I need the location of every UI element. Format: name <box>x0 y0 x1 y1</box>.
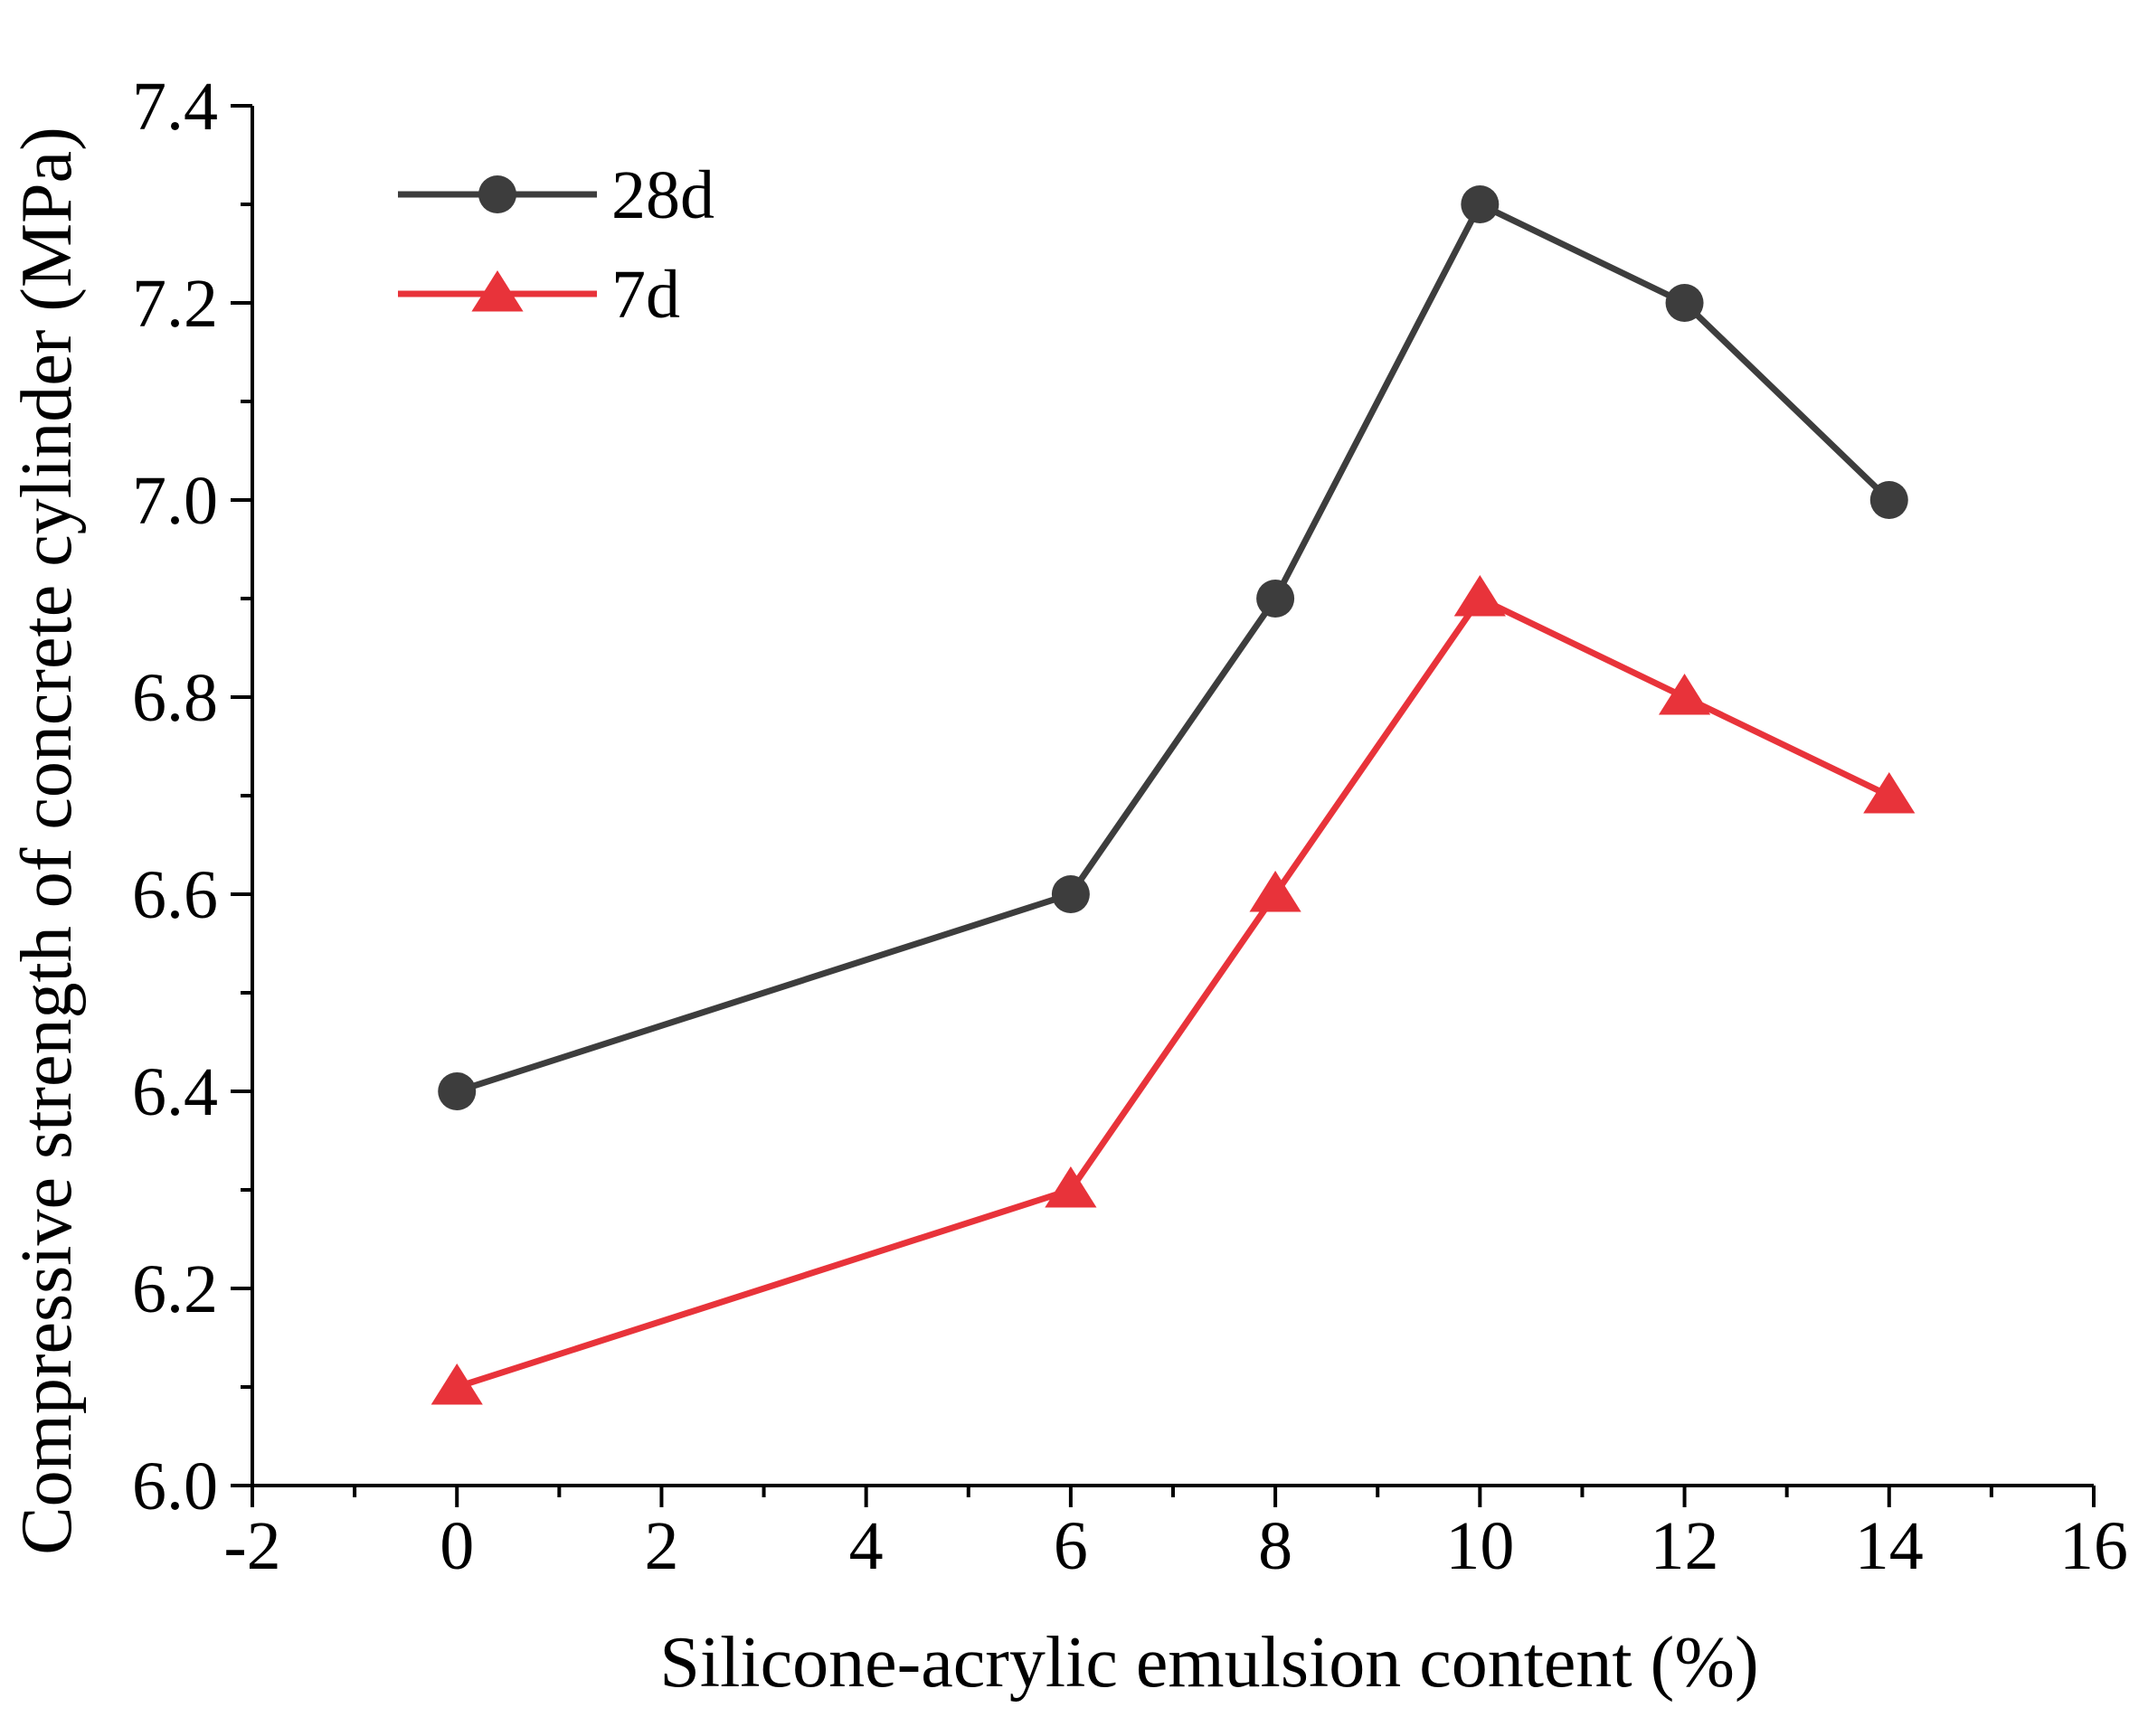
data-point-28d <box>1256 580 1295 618</box>
data-point-7d <box>1863 772 1916 814</box>
data-point-7d <box>1045 1166 1097 1208</box>
series-line-7d <box>456 595 1891 1391</box>
data-point-7d <box>1453 575 1506 617</box>
y-tick-label: 7.4 <box>132 69 218 145</box>
y-tick-label: 6.8 <box>132 660 218 736</box>
series-7d <box>431 575 1916 1405</box>
y-axis-ticks: 6.0 6.2 6.4 6.6 6.8 7.0 7.2 7.4 <box>132 69 252 1524</box>
x-tick-label: 2 <box>644 1508 678 1584</box>
x-tick-label: 14 <box>1855 1508 1924 1584</box>
series-layer <box>431 185 1916 1405</box>
x-tick-label: 12 <box>1651 1508 1719 1584</box>
x-tick-label: 6 <box>1054 1508 1088 1584</box>
y-axis-title: Compressive strength of concrete cylinde… <box>7 127 87 1555</box>
legend-marker-7d <box>471 270 524 312</box>
series-line-28d <box>456 201 1892 1095</box>
legend-item-28d: 28d <box>398 157 714 233</box>
y-tick-label: 6.4 <box>132 1054 218 1130</box>
x-axis-title: Silicone-acrylic emulsion content (%) <box>659 1623 1758 1703</box>
x-tick-label: 8 <box>1258 1508 1292 1584</box>
data-point-28d <box>1869 481 1908 519</box>
y-tick-label: 7.0 <box>132 463 218 539</box>
legend-label-7d: 7d <box>611 257 680 333</box>
legend-item-7d: 7d <box>398 257 680 333</box>
x-tick-label: 4 <box>849 1508 884 1584</box>
legend-label-28d: 28d <box>611 157 714 233</box>
x-tick-label: -2 <box>223 1508 280 1584</box>
y-tick-label: 6.0 <box>132 1448 218 1524</box>
data-point-7d <box>1249 871 1301 912</box>
data-point-28d <box>438 1072 477 1110</box>
y-tick-label: 6.6 <box>132 857 218 933</box>
x-tick-label: 10 <box>1445 1508 1514 1584</box>
data-point-28d <box>1051 875 1090 913</box>
data-point-7d <box>1658 674 1711 715</box>
axes <box>251 106 2094 1487</box>
x-axis-ticks: -2 0 2 4 6 8 10 12 14 16 <box>223 1486 2128 1584</box>
x-tick-label: 16 <box>2059 1508 2128 1584</box>
y-tick-label: 7.2 <box>132 266 218 342</box>
data-point-28d <box>1665 284 1704 322</box>
data-point-7d <box>431 1363 483 1405</box>
data-point-28d <box>1461 185 1500 223</box>
y-tick-label: 6.2 <box>132 1251 218 1327</box>
legend-marker-28d <box>478 175 516 213</box>
series-28d <box>438 185 1908 1110</box>
x-tick-label: 0 <box>440 1508 474 1584</box>
